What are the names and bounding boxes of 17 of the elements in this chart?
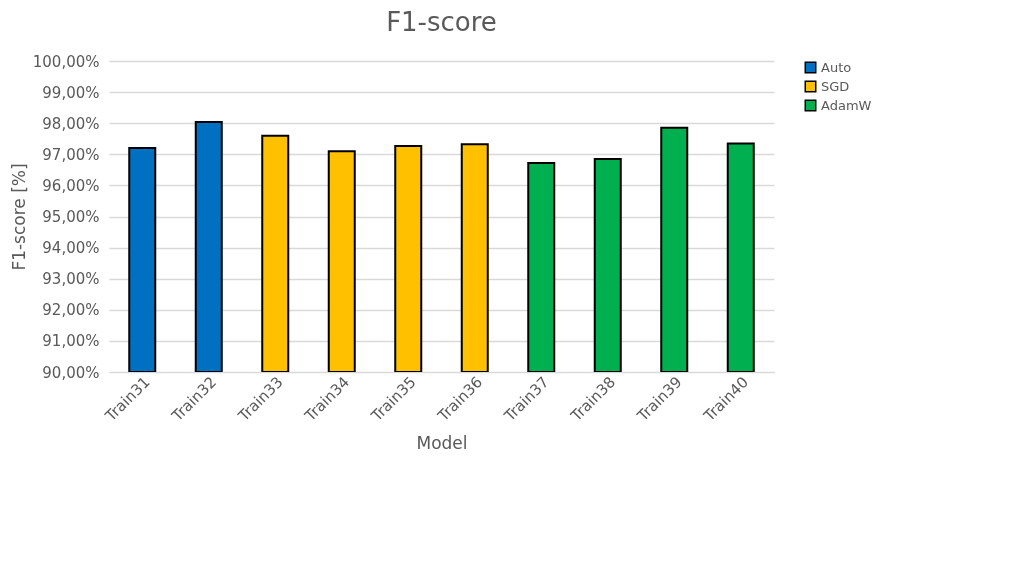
y-tick-label: 93,00%: [42, 270, 100, 289]
y-tick-label: 91,00%: [42, 332, 100, 351]
y-tick-label: 94,00%: [42, 239, 100, 258]
legend-label: Auto: [821, 59, 852, 75]
legend-label: AdamW: [821, 97, 872, 113]
legend-label: SGD: [821, 78, 850, 94]
x-axis-title: Model: [416, 433, 468, 454]
y-tick-label: 90,00%: [42, 363, 100, 382]
y-tick-label: 99,00%: [42, 83, 100, 102]
y-axis-title: F1-score [%]: [8, 163, 29, 271]
y-tick-label: 92,00%: [42, 301, 100, 320]
y-tick-label: 98,00%: [42, 114, 100, 133]
y-tick-label: 95,00%: [42, 208, 100, 226]
y-tick-label: 96,00%: [42, 176, 100, 195]
y-tick-label: 97,00%: [42, 145, 100, 164]
y-tick-label: 100,00%: [32, 52, 100, 71]
chart-title: F1-score: [386, 7, 497, 37]
